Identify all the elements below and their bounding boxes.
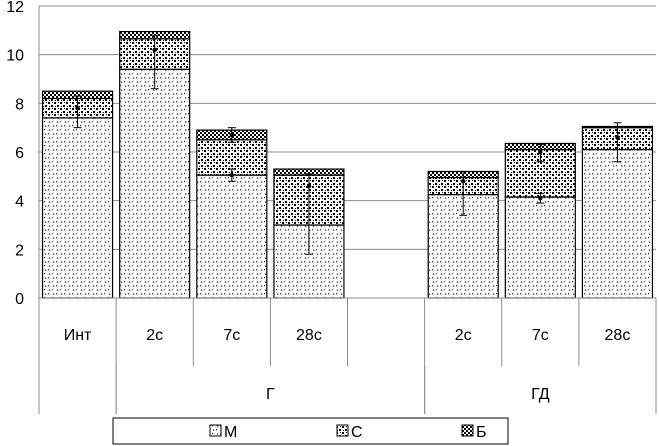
bar-segment-М-2: [196, 174, 268, 299]
error-bar: [150, 34, 159, 90]
legend-swatch: [209, 424, 222, 437]
x-tick-label: 7с: [532, 327, 549, 344]
y-tick-label: 6: [15, 145, 24, 162]
y-tick-label: 4: [15, 194, 24, 211]
legend-label: С: [351, 424, 363, 441]
y-tick-label: 2: [15, 242, 24, 259]
error-bar: [73, 95, 82, 129]
error-bar: [459, 170, 468, 216]
error-bar: [227, 168, 236, 182]
x-tick-label: 7с: [223, 327, 240, 344]
y-tick-label: 10: [6, 48, 24, 65]
legend-label: Б: [476, 424, 487, 441]
error-bar: [536, 144, 545, 163]
error-bar: [536, 192, 545, 204]
x-tick-label: 2с: [455, 327, 472, 344]
y-tick-label: 12: [6, 0, 24, 16]
bars: [41, 30, 654, 299]
y-tick-label: 8: [15, 96, 24, 113]
legend-item-Б: Б: [461, 424, 487, 441]
error-bar: [227, 127, 236, 143]
error-bar: [613, 122, 622, 163]
group-label: ГД: [531, 386, 550, 403]
y-tick-label: 0: [15, 291, 24, 308]
group-label: Г: [266, 386, 275, 403]
legend-item-С: С: [336, 424, 363, 441]
bar-segment-М-1: [119, 68, 191, 299]
x-tick-label: 28с: [605, 327, 631, 344]
error-bars: [73, 34, 622, 255]
x-tick-label: 2с: [146, 327, 163, 344]
legend-item-М: М: [209, 424, 237, 441]
error-bar: [304, 173, 313, 255]
legend-swatch: [461, 424, 474, 437]
bar-segment-М-7: [581, 148, 654, 299]
legend-label: М: [224, 424, 237, 441]
x-tick-label: Инт: [64, 327, 92, 344]
axes: 0 2 4 6 8 10 12 Г ГД Инт 2с 7с 28с 2с 7с 28с: [6, 0, 657, 414]
x-tick-label: 28с: [296, 327, 322, 344]
bar-segment-М-6: [504, 196, 576, 299]
bar-segment-М-0: [41, 117, 114, 299]
legend-swatch: [336, 424, 349, 437]
legend-box: [112, 417, 509, 445]
bar-segment-М-5: [427, 193, 499, 299]
